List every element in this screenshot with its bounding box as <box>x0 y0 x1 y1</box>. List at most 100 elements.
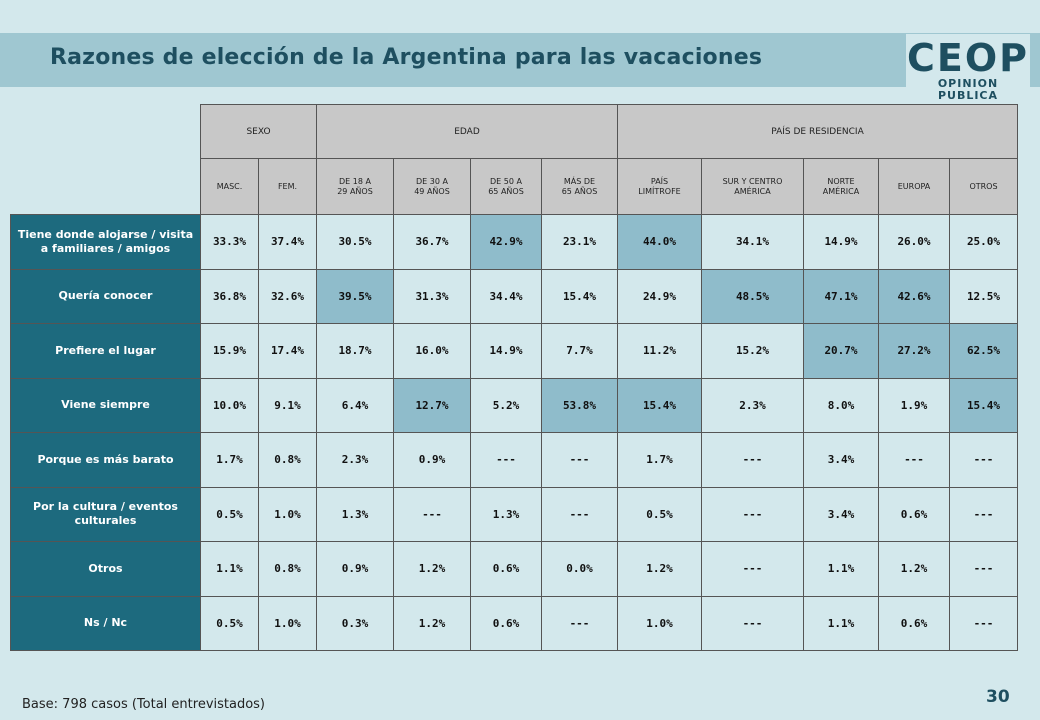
value-cell: 36.8% <box>200 268 259 324</box>
value-cell: --- <box>393 486 471 542</box>
value-cell: 24.9% <box>617 268 702 324</box>
value-cell: 3.4% <box>803 432 879 488</box>
value-cell: 31.3% <box>393 268 471 324</box>
value-cell: 32.6% <box>258 268 317 324</box>
title-bar <box>0 33 1040 87</box>
table-row: Por la cultura / eventos culturales 0.5% 1… <box>10 486 1018 542</box>
table-row: Quería conocer 36.8% 32.6% 39.5% 31.3% 34.4% 1… <box>10 268 1018 324</box>
value-cell: 1.1% <box>803 541 879 597</box>
value-cell: 9.1% <box>258 377 317 433</box>
value-cell: 0.9% <box>316 541 394 597</box>
value-cell: 62.5% <box>949 323 1018 379</box>
row-label: Viene siempre <box>10 377 201 433</box>
value-cell: 33.3% <box>200 214 259 270</box>
value-cell: 11.2% <box>617 323 702 379</box>
value-cell: 14.9% <box>803 214 879 270</box>
value-cell: 0.3% <box>316 595 394 651</box>
value-cell: 8.0% <box>803 377 879 433</box>
value-cell: 0.5% <box>200 595 259 651</box>
column-header: MÁS DE 65 AÑOS <box>541 158 618 215</box>
value-cell: 16.0% <box>393 323 471 379</box>
page-number: 30 <box>986 687 1010 707</box>
table-row: Tiene donde alojarse / visita a familiar… <box>10 214 1018 270</box>
page-title: Razones de elección de la Argentina para… <box>50 45 763 70</box>
value-cell: --- <box>701 541 804 597</box>
value-cell: 1.0% <box>258 486 317 542</box>
value-cell: 47.1% <box>803 268 879 324</box>
value-cell: 42.6% <box>878 268 950 324</box>
value-cell: 18.7% <box>316 323 394 379</box>
logo-main-text: CEOP <box>907 36 1029 80</box>
value-cell: 1.0% <box>258 595 317 651</box>
group-header-row: SEXO EDAD PAÍS DE RESIDENCIA <box>11 104 1018 159</box>
value-cell: 12.7% <box>393 377 471 433</box>
value-cell: 0.5% <box>617 486 702 542</box>
value-cell: 25.0% <box>949 214 1018 270</box>
table-row: Ns / Nc 0.5% 1.0% 0.3% 1.2% 0.6% --- 1.0% --- 1.1… <box>10 595 1018 651</box>
value-cell: --- <box>470 432 542 488</box>
value-cell: --- <box>541 432 618 488</box>
column-header: SUR Y CENTRO AMÉRICA <box>701 158 804 215</box>
column-header: DE 18 A 29 AÑOS <box>316 158 394 215</box>
value-cell: --- <box>701 486 804 542</box>
column-header: OTROS <box>949 158 1018 215</box>
value-cell: 1.2% <box>393 541 471 597</box>
value-cell: 0.8% <box>258 541 317 597</box>
base-note: Base: 798 casos (Total entrevistados) <box>22 697 266 712</box>
value-cell: 7.7% <box>541 323 618 379</box>
value-cell: 53.8% <box>541 377 618 433</box>
logo-sub-text: OPINION PUBLICA <box>937 77 999 102</box>
group-header: PAÍS DE RESIDENCIA <box>617 104 1018 159</box>
value-cell: 30.5% <box>316 214 394 270</box>
value-cell: 14.9% <box>470 323 542 379</box>
value-cell: 20.7% <box>803 323 879 379</box>
value-cell: 36.7% <box>393 214 471 270</box>
value-cell: 2.3% <box>316 432 394 488</box>
value-cell: 34.4% <box>470 268 542 324</box>
column-header: DE 30 A 49 AÑOS <box>393 158 471 215</box>
value-cell: --- <box>949 595 1018 651</box>
value-cell: 1.0% <box>617 595 702 651</box>
value-cell: 23.1% <box>541 214 618 270</box>
table-row: Otros 1.1% 0.8% 0.9% 1.2% 0.6% 0.0% 1.2% --- 1.1%… <box>10 541 1018 597</box>
value-cell: 5.2% <box>470 377 542 433</box>
value-cell: 39.5% <box>316 268 394 324</box>
table-row: Prefiere el lugar 15.9% 17.4% 18.7% 16.0% 14.… <box>10 323 1018 379</box>
column-header: EUROPA <box>878 158 950 215</box>
value-cell: 1.2% <box>617 541 702 597</box>
value-cell: 1.2% <box>878 541 950 597</box>
value-cell: --- <box>949 486 1018 542</box>
value-cell: 12.5% <box>949 268 1018 324</box>
row-label: Por la cultura / eventos culturales <box>10 486 201 542</box>
value-cell: 10.0% <box>200 377 259 433</box>
value-cell: 17.4% <box>258 323 317 379</box>
column-header: MASC. <box>200 158 259 215</box>
table-row: Porque es más barato 1.7% 0.8% 2.3% 0.9% --- -… <box>10 432 1018 488</box>
value-cell: --- <box>541 595 618 651</box>
value-cell: 1.3% <box>316 486 394 542</box>
value-cell: 0.5% <box>200 486 259 542</box>
row-label: Prefiere el lugar <box>10 323 201 379</box>
value-cell: 15.2% <box>701 323 804 379</box>
value-cell: 0.8% <box>258 432 317 488</box>
value-cell: 15.4% <box>617 377 702 433</box>
value-cell: 34.1% <box>701 214 804 270</box>
column-header: NORTE AMÉRICA <box>803 158 879 215</box>
value-cell: 0.6% <box>470 541 542 597</box>
value-cell: 1.1% <box>803 595 879 651</box>
value-cell: 3.4% <box>803 486 879 542</box>
corner-blank <box>11 105 201 159</box>
value-cell: 1.9% <box>878 377 950 433</box>
value-cell: 1.2% <box>393 595 471 651</box>
value-cell: 15.9% <box>200 323 259 379</box>
value-cell: 44.0% <box>617 214 702 270</box>
value-cell: --- <box>701 595 804 651</box>
value-cell: 6.4% <box>316 377 394 433</box>
value-cell: 27.2% <box>878 323 950 379</box>
ceop-logo: CEOP OPINION PUBLICA <box>906 34 1030 102</box>
value-cell: 0.6% <box>878 595 950 651</box>
value-cell: 15.4% <box>949 377 1018 433</box>
value-cell: 0.0% <box>541 541 618 597</box>
value-cell: --- <box>541 486 618 542</box>
value-cell: --- <box>949 541 1018 597</box>
